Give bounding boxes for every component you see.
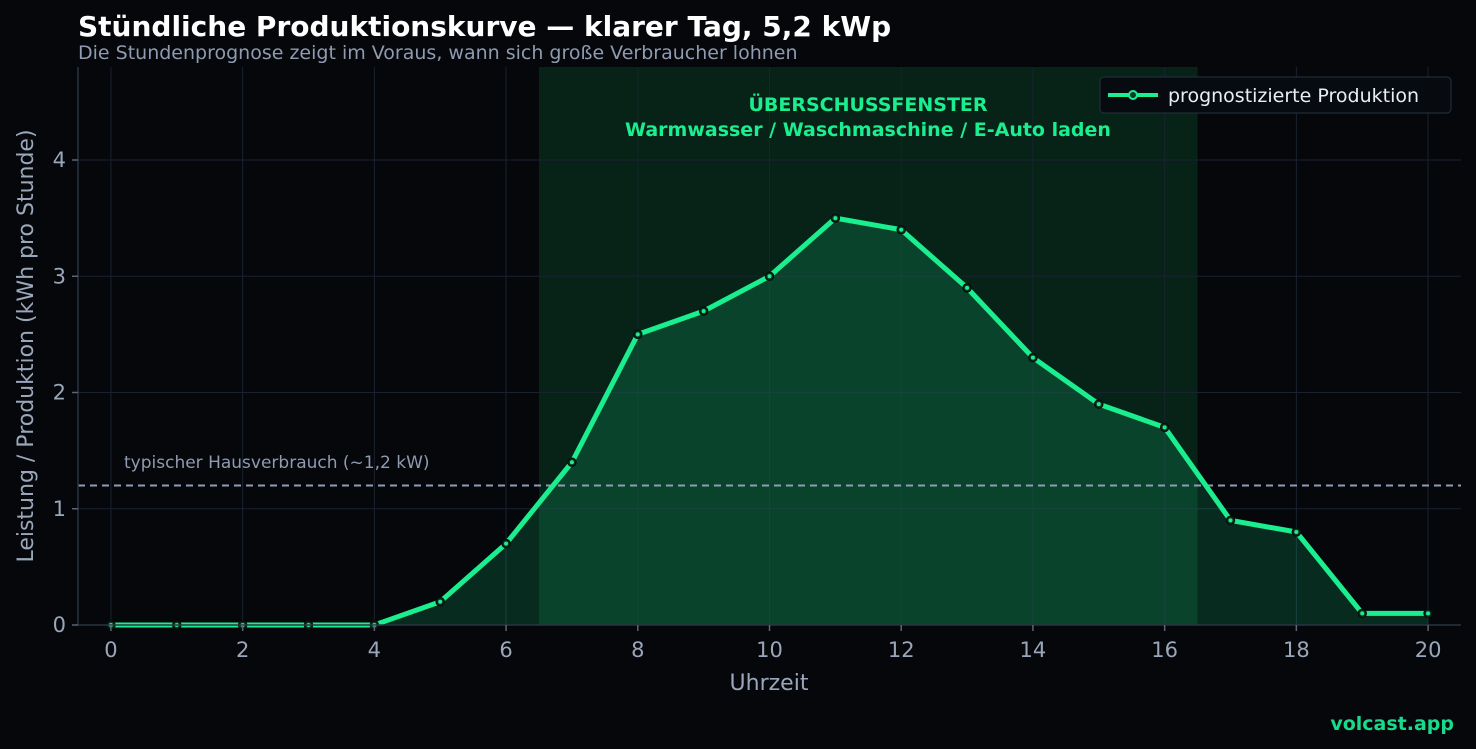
- data-point-center: [569, 460, 574, 465]
- x-tick-label: 12: [888, 638, 915, 662]
- band-label-subtitle: Warmwasser / Waschmaschine / E-Auto lade…: [625, 119, 1111, 141]
- data-point-center: [1294, 530, 1299, 534]
- x-tick-label: 0: [104, 638, 117, 662]
- x-tick-label: 18: [1283, 638, 1310, 662]
- y-tick-label: 0: [53, 613, 66, 637]
- data-point-center: [899, 227, 904, 232]
- data-point-center: [1030, 355, 1035, 360]
- legend: prognostizierte Produktion: [1099, 76, 1452, 114]
- y-tick-label: 1: [53, 497, 66, 521]
- legend-label: prognostizierte Produktion: [1168, 85, 1419, 107]
- data-point-center: [1360, 611, 1365, 616]
- data-point-center: [504, 541, 509, 546]
- brand-watermark: volcast.app: [1330, 713, 1454, 735]
- data-point-center: [767, 274, 772, 279]
- data-point-center: [1162, 425, 1167, 430]
- x-tick-label: 8: [631, 638, 644, 662]
- production-area: [110, 218, 1429, 625]
- x-tick-label: 10: [756, 638, 783, 662]
- x-tick-label: 4: [368, 638, 381, 662]
- x-tick-label: 20: [1415, 638, 1442, 662]
- chart-subtitle: Die Stundenprognose zeigt im Voraus, wan…: [78, 42, 798, 64]
- data-point-center: [965, 285, 970, 290]
- data-point-center: [1426, 611, 1431, 616]
- x-tick-label: 16: [1151, 638, 1178, 662]
- y-tick-label: 4: [53, 148, 66, 172]
- y-tick-label: 3: [53, 264, 66, 288]
- x-tick-label: 14: [1020, 638, 1047, 662]
- chart-title: Stündliche Produktionskurve — klarer Tag…: [78, 10, 892, 43]
- data-point-center: [833, 216, 838, 221]
- data-point-center: [1228, 518, 1233, 523]
- y-tick-label: 2: [53, 381, 66, 405]
- x-tick-label: 6: [499, 638, 512, 662]
- data-point-center: [438, 599, 443, 604]
- data-point-center: [701, 309, 706, 314]
- x-tick-label: 2: [236, 638, 249, 662]
- reference-line-label: typischer Hausverbrauch (~1,2 kW): [124, 453, 430, 473]
- y-axis-label: Leistung / Produktion (kWh pro Stunde): [14, 129, 39, 562]
- x-axis-label: Uhrzeit: [730, 671, 809, 696]
- data-point-center: [1096, 402, 1101, 407]
- band-label-title: ÜBERSCHUSSFENSTER: [748, 92, 987, 116]
- data-point-center: [635, 332, 640, 337]
